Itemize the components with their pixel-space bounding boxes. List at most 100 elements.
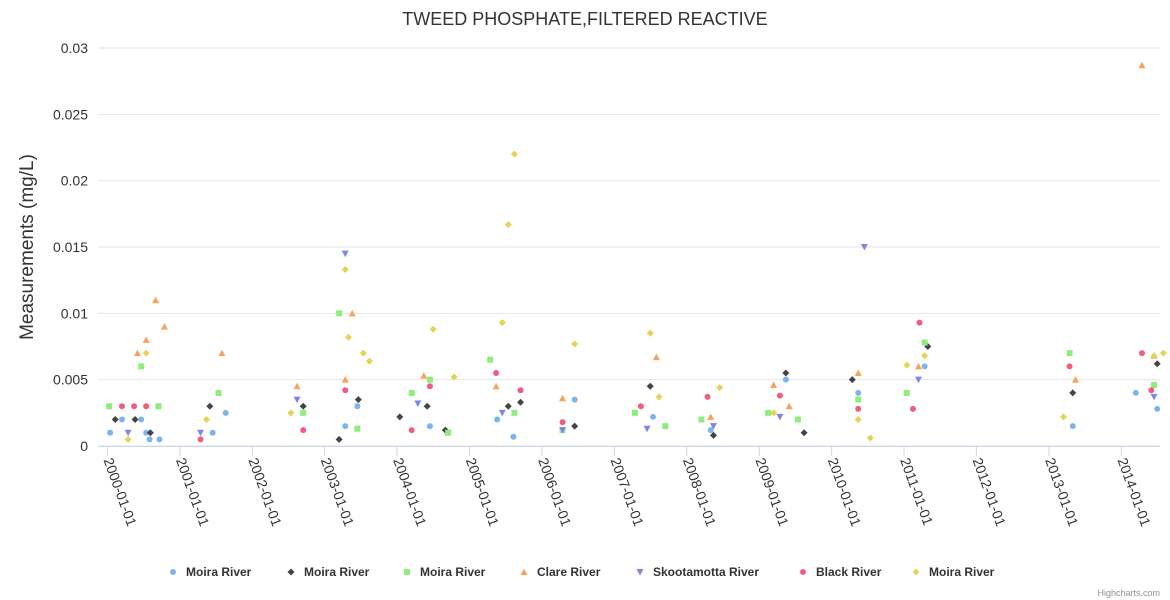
data-point[interactable]: [646, 382, 654, 390]
data-point[interactable]: [1153, 360, 1161, 368]
data-point[interactable]: [903, 389, 910, 396]
data-point[interactable]: [782, 376, 789, 383]
data-point[interactable]: [143, 403, 150, 410]
data-point[interactable]: [492, 382, 500, 390]
data-point[interactable]: [146, 429, 154, 437]
data-point[interactable]: [776, 392, 783, 399]
data-point[interactable]: [445, 429, 452, 436]
data-point[interactable]: [631, 409, 638, 416]
data-point[interactable]: [152, 296, 160, 304]
data-point[interactable]: [300, 427, 307, 434]
data-point[interactable]: [354, 403, 361, 410]
data-point[interactable]: [1150, 352, 1158, 360]
data-point[interactable]: [107, 429, 114, 436]
data-point[interactable]: [493, 370, 500, 377]
data-point[interactable]: [222, 409, 229, 416]
data-point[interactable]: [914, 376, 922, 384]
data-point[interactable]: [504, 220, 512, 228]
data-point[interactable]: [202, 415, 210, 423]
data-point[interactable]: [707, 427, 714, 434]
data-point[interactable]: [854, 369, 862, 377]
data-point[interactable]: [559, 427, 567, 434]
data-point[interactable]: [903, 361, 911, 369]
data-point[interactable]: [559, 394, 567, 402]
data-point[interactable]: [716, 384, 724, 392]
data-point[interactable]: [155, 403, 162, 410]
data-point[interactable]: [1138, 61, 1146, 69]
data-point[interactable]: [218, 349, 226, 357]
data-point[interactable]: [1151, 381, 1158, 388]
data-point[interactable]: [342, 387, 349, 394]
data-point[interactable]: [420, 372, 428, 379]
data-point[interactable]: [365, 357, 373, 365]
data-point[interactable]: [765, 409, 772, 416]
data-point[interactable]: [341, 250, 349, 258]
data-point[interactable]: [142, 349, 150, 357]
data-point[interactable]: [1059, 413, 1067, 421]
data-point[interactable]: [848, 376, 856, 384]
data-point[interactable]: [916, 319, 923, 326]
data-point[interactable]: [124, 429, 132, 437]
data-point[interactable]: [855, 396, 862, 403]
data-point[interactable]: [498, 409, 506, 417]
data-point[interactable]: [215, 389, 222, 396]
data-point[interactable]: [909, 405, 916, 412]
legend-item[interactable]: Moira River: [404, 565, 486, 579]
data-point[interactable]: [299, 402, 307, 410]
data-point[interactable]: [414, 400, 422, 408]
data-point[interactable]: [707, 413, 715, 420]
data-point[interactable]: [197, 436, 204, 443]
data-point[interactable]: [921, 363, 928, 370]
data-point[interactable]: [1069, 389, 1077, 397]
data-point[interactable]: [921, 339, 928, 346]
data-point[interactable]: [655, 393, 663, 401]
legend-item[interactable]: Skootamotta River: [636, 565, 760, 579]
data-point[interactable]: [138, 363, 145, 370]
data-point[interactable]: [160, 323, 168, 330]
data-point[interactable]: [124, 435, 132, 443]
data-point[interactable]: [197, 429, 205, 437]
data-point[interactable]: [142, 336, 150, 343]
data-point[interactable]: [426, 376, 433, 383]
data-point[interactable]: [341, 376, 349, 383]
data-point[interactable]: [637, 403, 644, 410]
data-point[interactable]: [504, 402, 512, 410]
data-point[interactable]: [662, 423, 669, 430]
data-point[interactable]: [138, 416, 145, 423]
data-point[interactable]: [1159, 349, 1167, 357]
data-point[interactable]: [131, 403, 138, 410]
data-point[interactable]: [131, 415, 139, 423]
data-point[interactable]: [785, 402, 793, 410]
data-point[interactable]: [359, 349, 367, 357]
data-point[interactable]: [408, 389, 415, 396]
data-point[interactable]: [511, 409, 518, 416]
data-point[interactable]: [698, 416, 705, 423]
data-point[interactable]: [287, 409, 295, 417]
data-point[interactable]: [341, 266, 349, 274]
data-point[interactable]: [133, 349, 141, 357]
data-point[interactable]: [782, 369, 790, 377]
data-point[interactable]: [652, 353, 660, 361]
data-point[interactable]: [776, 413, 784, 421]
data-point[interactable]: [709, 431, 717, 439]
data-point[interactable]: [800, 429, 808, 437]
data-point[interactable]: [118, 403, 125, 410]
data-point[interactable]: [354, 425, 361, 432]
data-point[interactable]: [1072, 376, 1080, 383]
data-point[interactable]: [118, 416, 125, 423]
data-point[interactable]: [1069, 423, 1076, 430]
data-point[interactable]: [794, 416, 801, 423]
data-point[interactable]: [1138, 350, 1145, 357]
data-point[interactable]: [643, 425, 651, 433]
data-point[interactable]: [646, 329, 654, 337]
data-point[interactable]: [342, 423, 349, 430]
data-point[interactable]: [770, 381, 778, 388]
data-point[interactable]: [143, 429, 150, 436]
data-point[interactable]: [423, 402, 431, 410]
data-point[interactable]: [396, 413, 404, 421]
data-point[interactable]: [1150, 393, 1158, 401]
data-point[interactable]: [1154, 405, 1161, 412]
data-point[interactable]: [206, 402, 214, 410]
data-point[interactable]: [855, 389, 862, 396]
data-point[interactable]: [498, 319, 506, 327]
